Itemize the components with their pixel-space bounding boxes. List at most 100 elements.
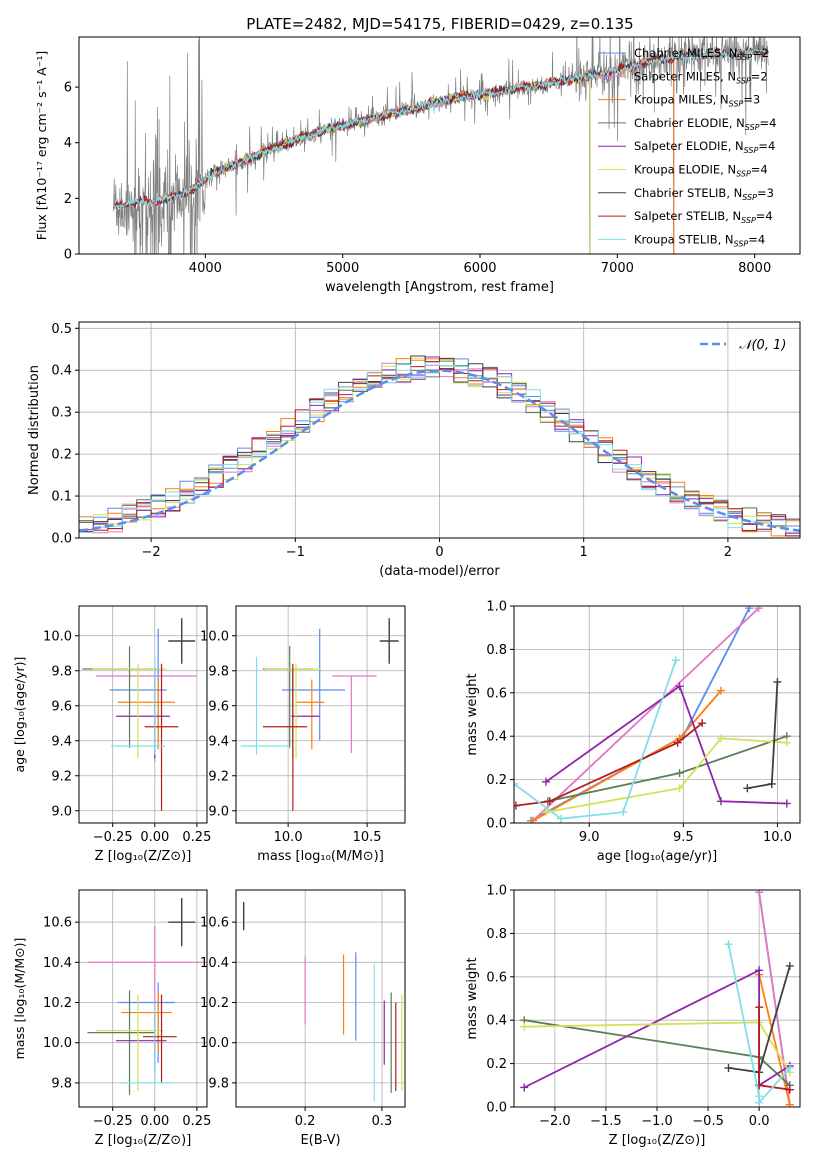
y-tick-label: 1.0 [486,600,507,615]
plot-area [112,37,769,254]
weight-point-marker [767,779,776,788]
normal-reference-curve [79,369,800,532]
y-tick-label: 10.6 [200,916,229,931]
histogram-step-8 [79,361,800,533]
y-tick-label: 9.0 [51,804,72,819]
figure-title: PLATE=2482, MJD=54175, FIBERID=0429, z=0… [246,15,633,33]
plot-area [240,618,399,811]
weight-point-marker [754,606,763,613]
y-tick-label: 4 [64,136,72,151]
y-axis-label: mass weight [465,957,480,1039]
weight-point-marker [782,799,791,808]
y-tick-label: 9.0 [208,804,229,819]
weight-vs-age-panel: 9.0 9.5 10.0 0.0 0.2 0.4 0.6 0.8 1.0 age [log₁₀(a… [465,600,801,864]
model-line-8 [112,44,769,209]
y-tick-label: 0.5 [51,322,72,337]
y-tick-label: 9.8 [51,664,72,679]
x-tick-label: 2 [724,545,732,560]
y-tick-label: 1.0 [486,884,507,899]
y-tick-label: 9.8 [208,1076,229,1091]
weight-point-marker [755,966,764,975]
y-tick-label: 0.8 [486,927,507,942]
mass-vs-metallicity-panel: −0.25 0.00 0.25 9.8 10.0 10.2 10.4 10.6 Z [log₁₀… [12,889,211,1148]
x-tick-label: 9.5 [673,830,694,845]
y-tick-label: 10.0 [200,629,229,644]
weight-point-marker [675,682,684,691]
x-tick-label: 0 [435,545,443,560]
x-tick-label: −0.5 [692,1114,724,1129]
y-tick-label: 0.6 [486,686,507,701]
weight-point-marker [745,606,754,613]
mass-vs-ebv-panel: 0.2 0.3 9.8 10.0 10.2 10.4 10.6 E(B-V) [200,889,406,1148]
x-tick-label: 10.5 [353,830,382,845]
x-axis-label: mass [log₁₀(M/M⊙)] [257,849,384,864]
legend-label: Kroupa ELODIE, NSSP=4 [634,163,768,179]
x-axis-label: Z [log₁₀(Z/Z⊙)] [95,849,192,864]
age-vs-metallicity-panel: −0.25 0.00 0.25 9.0 9.2 9.4 9.6 9.8 10.0 Z [log₁₀… [12,605,211,864]
model-line-5 [191,71,591,254]
x-tick-label: −0.25 [93,830,133,845]
weight-point-marker [755,890,764,897]
x-axis-label: E(B-V) [300,1133,340,1148]
y-axis-label: age [log₁₀(age/yr)] [12,657,27,773]
weight-point-marker [619,808,628,817]
y-tick-label: 0.0 [486,817,507,832]
plot-area [82,618,197,811]
weight-point-marker [520,1022,529,1031]
x-tick-label: 7000 [601,261,634,276]
y-tick-label: 10.6 [43,916,72,931]
x-tick-label: −0.25 [93,1114,133,1129]
x-tick-label: 9.0 [579,830,600,845]
weight-line-1 [532,607,760,822]
legend-label: Salpeter STELIB, NSSP=4 [634,209,773,225]
spectrum-panel: 4000 5000 6000 7000 8000 0 2 4 6 wavelength [Angs… [34,36,801,295]
weight-point-marker [724,940,733,949]
y-tick-label: 0.3 [51,406,72,421]
weight-point-marker [545,797,554,806]
weight-line-5 [545,737,787,813]
y-tick-label: 9.6 [51,699,72,714]
y-tick-label: 0.0 [486,1101,507,1116]
y-tick-label: 0.6 [486,970,507,985]
legend-label: Salpeter MILES, NSSP=2 [634,69,768,85]
axes-frame [235,889,406,1108]
weight-line-8 [514,660,677,820]
x-axis-label: Z [log₁₀(Z/Z⊙)] [609,1133,706,1148]
weight-point-marker [785,1085,794,1094]
y-tick-label: 0.2 [51,448,72,463]
axes-frame [78,605,208,824]
weight-point-marker [724,1063,733,1072]
age-vs-mass-panel: 10.0 10.5 9.0 9.2 9.4 9.6 9.8 10.0 mass [log₁₀(M… [200,605,406,864]
x-axis-label: age [log₁₀(age/yr)] [597,849,718,864]
y-tick-label: 10.4 [43,956,72,971]
weight-point-marker [557,814,566,823]
plot-area [87,898,206,1095]
y-tick-label: 10.4 [200,956,229,971]
weight-point-marker [698,719,707,728]
x-tick-label: 8000 [738,261,771,276]
y-axis-label: mass [log₁₀(M/M⊙)] [12,938,27,1060]
weight-point-marker [773,677,782,686]
y-tick-label: 0.2 [486,1057,507,1072]
weight-vs-metallicity-panel: −2.0 −1.5 −1.0 −0.5 0.0 0.0 0.2 0.4 0.6 0.8 1.0 Z [… [465,884,801,1148]
y-tick-label: 2 [64,192,72,207]
weight-line-4 [545,684,787,805]
axes-frame [78,889,208,1108]
weight-point-marker [743,784,752,793]
y-tick-label: 0.4 [486,1014,507,1029]
y-tick-label: 9.6 [208,699,229,714]
weight-point-marker [541,777,550,786]
y-tick-label: 10.2 [43,996,72,1011]
y-tick-label: 10.0 [200,1036,229,1051]
weight-point-marker [785,961,794,970]
weight-line-2 [758,974,791,1106]
weight-point-marker [716,734,725,743]
plot-area [79,355,800,537]
weight-point-marker [673,738,682,747]
y-tick-label: 0.4 [51,364,72,379]
weight-point-marker [675,784,684,793]
legend-label: Kroupa MILES, NSSP=3 [634,93,760,109]
x-tick-label: 0.2 [295,1114,316,1129]
x-tick-label: −1 [286,545,305,560]
model-line-3 [191,72,591,254]
